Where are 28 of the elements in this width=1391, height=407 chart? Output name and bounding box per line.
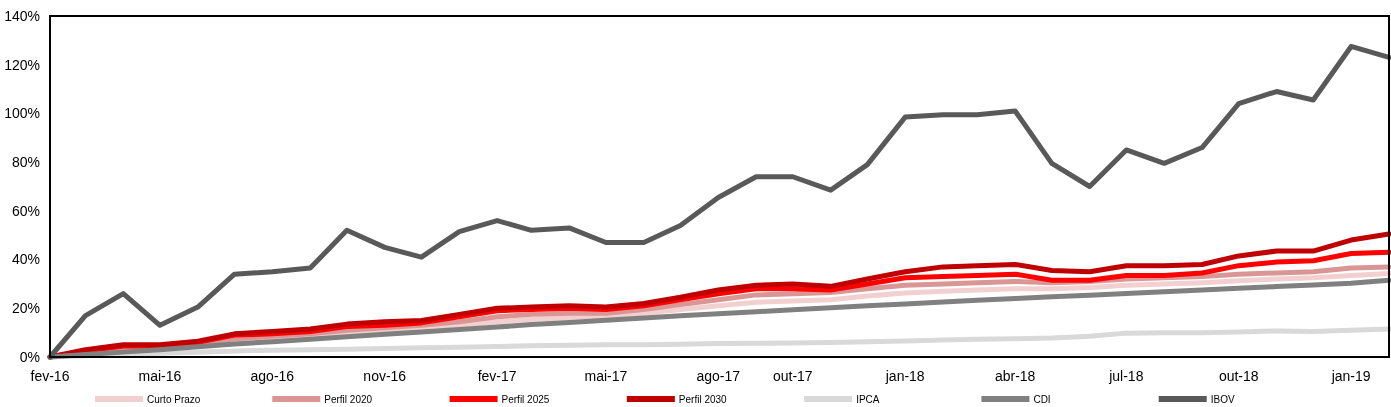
x-tick-label: out-17 <box>772 368 813 384</box>
x-tick-label: mai-16 <box>138 368 182 384</box>
x-tick-label: ago-16 <box>250 368 295 384</box>
x-tick-label: fev-17 <box>477 368 517 384</box>
x-tick-label: ago-17 <box>696 368 741 384</box>
y-tick-label: 100% <box>4 105 40 122</box>
y-tick-label: 80% <box>11 154 40 171</box>
legend-label: IPCA <box>856 394 880 405</box>
y-tick-label: 20% <box>11 300 40 317</box>
y-tick-label: 60% <box>11 202 40 219</box>
legend-label: CDI <box>1033 394 1051 405</box>
x-tick-label: fev-16 <box>30 368 70 384</box>
y-tick-label: 0% <box>19 348 40 365</box>
x-tick-label: nov-16 <box>363 368 407 384</box>
legend-label: Curto Prazo <box>147 394 201 405</box>
y-tick-label: 40% <box>11 251 40 268</box>
x-tick-label: jul-18 <box>1108 368 1144 384</box>
y-tick-label: 120% <box>4 56 40 73</box>
legend-label: Perfil 2025 <box>501 394 550 405</box>
x-tick-label: abr-18 <box>994 368 1036 384</box>
legend-label: Perfil 2020 <box>324 394 373 405</box>
x-tick-label: jan-18 <box>884 368 925 384</box>
x-tick-label: jan-19 <box>1330 368 1371 384</box>
x-tick-label: mai-17 <box>584 368 628 384</box>
legend-label: IBOV <box>1210 394 1235 405</box>
legend-label: Perfil 2030 <box>678 394 728 405</box>
x-tick-label: out-18 <box>1218 368 1259 384</box>
y-tick-label: 140% <box>4 7 40 24</box>
